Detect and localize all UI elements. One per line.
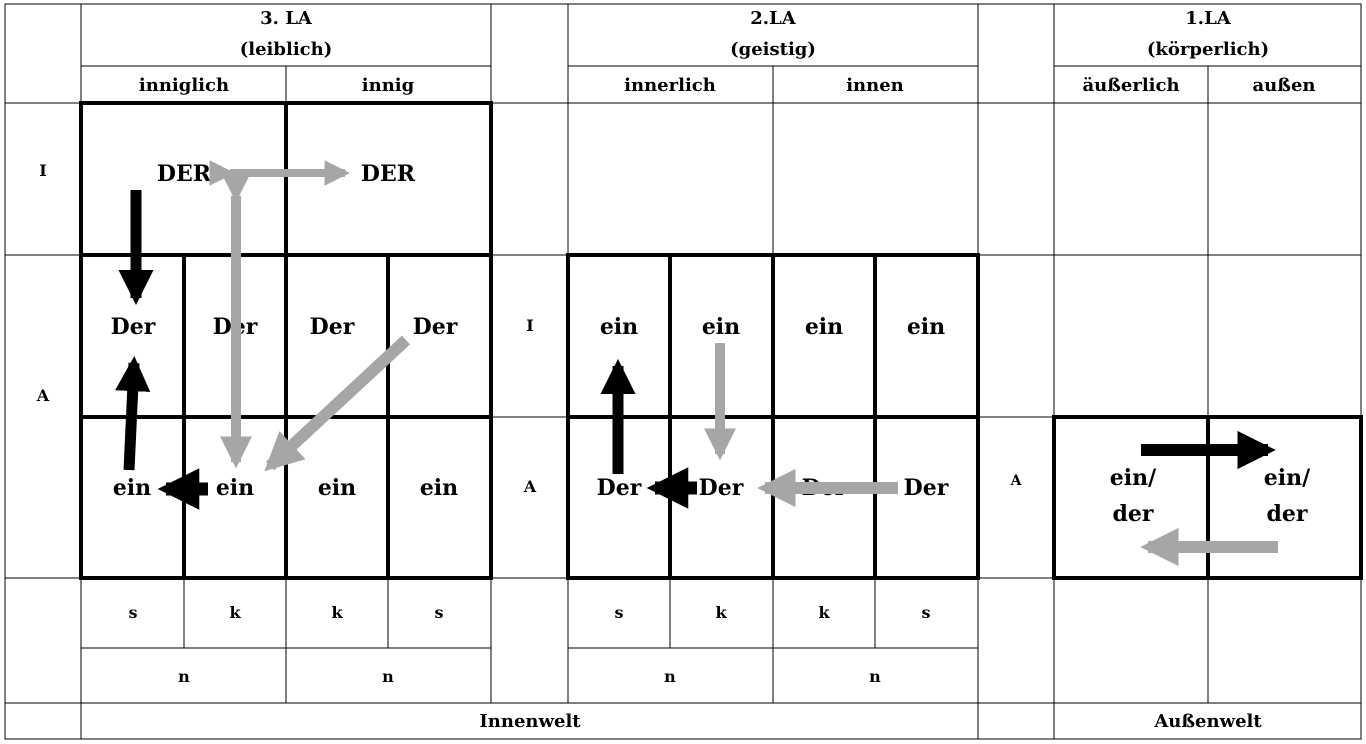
arrows bbox=[115, 160, 1278, 567]
subheader-inniglich: inniglich bbox=[139, 75, 229, 96]
la1-row-label-A: A bbox=[1010, 473, 1023, 489]
gray-diagonal-arrow bbox=[264, 335, 411, 472]
la2-title: 2.LA bbox=[750, 8, 796, 29]
grid-thin-lines bbox=[4, 3, 1362, 740]
la2-bottom-cell: Der bbox=[904, 475, 949, 501]
footer-code: k bbox=[818, 603, 830, 622]
la1-subtitle: (körperlich) bbox=[1147, 39, 1269, 60]
la2-mid-cell: ein bbox=[805, 314, 843, 340]
footer-n: n bbox=[869, 667, 881, 686]
la2-bottom-cell: Der bbox=[699, 475, 744, 501]
la2-bottom-cell: Der bbox=[597, 475, 642, 501]
footer-code: s bbox=[921, 603, 930, 622]
la3-bottom-cell: ein bbox=[420, 475, 458, 501]
black-arrow-up bbox=[115, 355, 151, 471]
la1-title: 1.LA bbox=[1185, 8, 1231, 29]
la3-mid-cell: Der bbox=[310, 314, 355, 340]
subheader-innig: innig bbox=[362, 75, 415, 96]
subheader-innen: innen bbox=[846, 75, 904, 96]
la1-cell-line1: ein/ bbox=[1264, 465, 1311, 491]
la3-title: 3. LA bbox=[260, 8, 313, 29]
la3-bottom-cell: ein bbox=[318, 475, 356, 501]
row-label-A: A bbox=[36, 386, 50, 405]
la2-cells: ein ein ein ein Der Der Der Der bbox=[597, 314, 949, 501]
la3-top-cell: DER bbox=[157, 161, 212, 187]
la2-mid-cell: ein bbox=[907, 314, 945, 340]
footer-n: n bbox=[664, 667, 676, 686]
la3-mid-cell: Der bbox=[111, 314, 156, 340]
footer: s k k s s k k s n n n n Innenwelt Außenw… bbox=[128, 603, 1262, 732]
column-headers: 3. LA (leiblich) 2.LA (geistig) 1.LA (kö… bbox=[139, 8, 1316, 96]
la3-bottom-cell: ein bbox=[113, 475, 151, 501]
footer-code: s bbox=[614, 603, 623, 622]
la3-bottom-cell: ein bbox=[216, 475, 254, 501]
la3-mid-cell: Der bbox=[413, 314, 458, 340]
footer-innenwelt: Innenwelt bbox=[479, 711, 581, 732]
footer-code: s bbox=[128, 603, 137, 622]
la2-mid-cell: ein bbox=[702, 314, 740, 340]
subheader-ausserlich: äußerlich bbox=[1082, 75, 1179, 96]
footer-aussenwelt: Außenwelt bbox=[1153, 711, 1262, 732]
la1-cell-line1: ein/ bbox=[1110, 465, 1157, 491]
la3-subtitle: (leiblich) bbox=[240, 39, 332, 60]
la3-top-cell: DER bbox=[361, 161, 416, 187]
la2-row-label-I: I bbox=[526, 316, 533, 335]
la1-cell-line2: der bbox=[1113, 501, 1154, 527]
la2-row-label-A: A bbox=[523, 477, 537, 496]
la1-cell-line2: der bbox=[1267, 501, 1308, 527]
footer-code: k bbox=[229, 603, 241, 622]
footer-n: n bbox=[178, 667, 190, 686]
row-labels: I A I A A bbox=[36, 161, 1023, 496]
footer-code: s bbox=[434, 603, 443, 622]
subheader-innerlich: innerlich bbox=[624, 75, 716, 96]
la2-mid-cell: ein bbox=[600, 314, 638, 340]
footer-code: k bbox=[331, 603, 343, 622]
row-label-I: I bbox=[39, 161, 46, 180]
la1-cells: ein/ der ein/ der bbox=[1110, 465, 1311, 527]
la2-subtitle: (geistig) bbox=[730, 39, 816, 60]
footer-code: k bbox=[715, 603, 727, 622]
footer-n: n bbox=[382, 667, 394, 686]
subheader-aussen: außen bbox=[1253, 75, 1316, 96]
